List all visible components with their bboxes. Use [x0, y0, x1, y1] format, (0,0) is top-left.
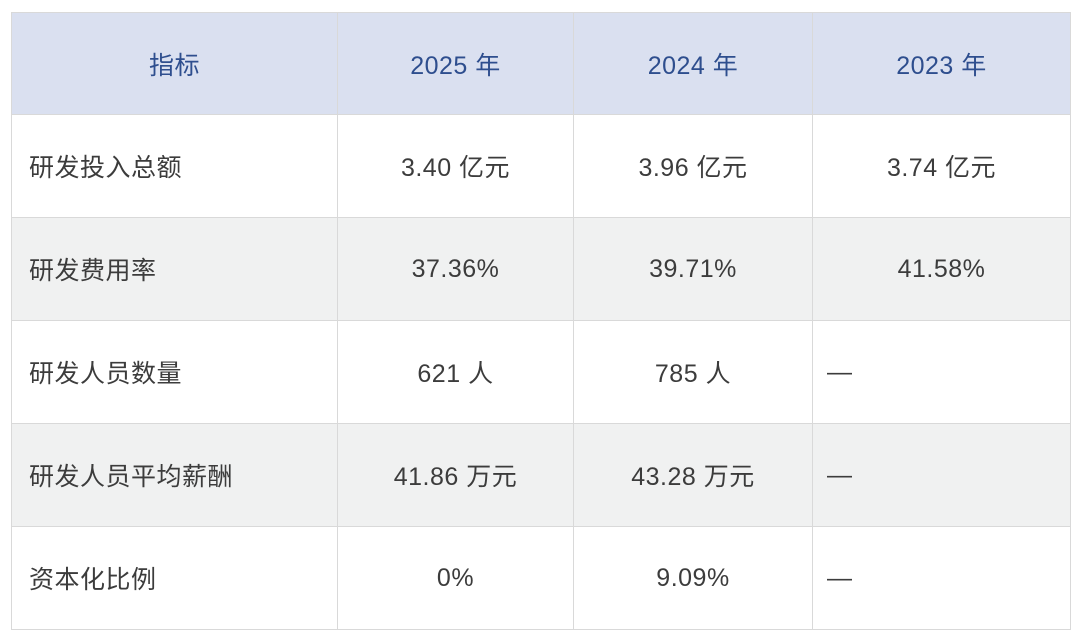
indicator-cell: 资本化比例 — [11, 526, 338, 630]
value-cell-2025: 37.36% — [337, 217, 574, 321]
table-row-rd-investment: 研发投入总额 3.40 亿元 3.96 亿元 3.74 亿元 — [11, 114, 1071, 218]
table-row-rd-avg-salary: 研发人员平均薪酬 41.86 万元 43.28 万元 — — [11, 423, 1071, 527]
header-cell-indicator: 指标 — [11, 12, 338, 115]
value-cell-2023-empty: — — [812, 526, 1071, 630]
header-cell-2025: 2025 年 — [337, 12, 574, 115]
header-cell-2023: 2023 年 — [812, 12, 1071, 115]
header-cell-2024: 2024 年 — [573, 12, 813, 115]
value-cell-2025: 3.40 亿元 — [337, 114, 574, 218]
value-cell-2025: 621 人 — [337, 320, 574, 424]
table-row-capitalization-ratio: 资本化比例 0% 9.09% — — [11, 526, 1071, 630]
value-cell-2023: 41.58% — [812, 217, 1071, 321]
header-row: 指标 2025 年 2024 年 2023 年 — [11, 12, 1071, 115]
value-cell-2024: 43.28 万元 — [573, 423, 813, 527]
rd-metrics-table: 指标 2025 年 2024 年 2023 年 研发投入总额 3.40 亿元 3… — [11, 12, 1071, 630]
value-cell-2023: 3.74 亿元 — [812, 114, 1071, 218]
rd-metrics-table-container: 指标 2025 年 2024 年 2023 年 研发投入总额 3.40 亿元 3… — [11, 12, 1071, 630]
indicator-cell: 研发投入总额 — [11, 114, 338, 218]
table-row-rd-expense-ratio: 研发费用率 37.36% 39.71% 41.58% — [11, 217, 1071, 321]
value-cell-2024: 39.71% — [573, 217, 813, 321]
value-cell-2025: 0% — [337, 526, 574, 630]
value-cell-2023-empty: — — [812, 320, 1071, 424]
value-cell-2024: 9.09% — [573, 526, 813, 630]
value-cell-2024: 3.96 亿元 — [573, 114, 813, 218]
table-row-rd-headcount: 研发人员数量 621 人 785 人 — — [11, 320, 1071, 424]
value-cell-2023-empty: — — [812, 423, 1071, 527]
indicator-cell: 研发人员数量 — [11, 320, 338, 424]
indicator-cell: 研发费用率 — [11, 217, 338, 321]
value-cell-2024: 785 人 — [573, 320, 813, 424]
indicator-cell: 研发人员平均薪酬 — [11, 423, 338, 527]
value-cell-2025: 41.86 万元 — [337, 423, 574, 527]
